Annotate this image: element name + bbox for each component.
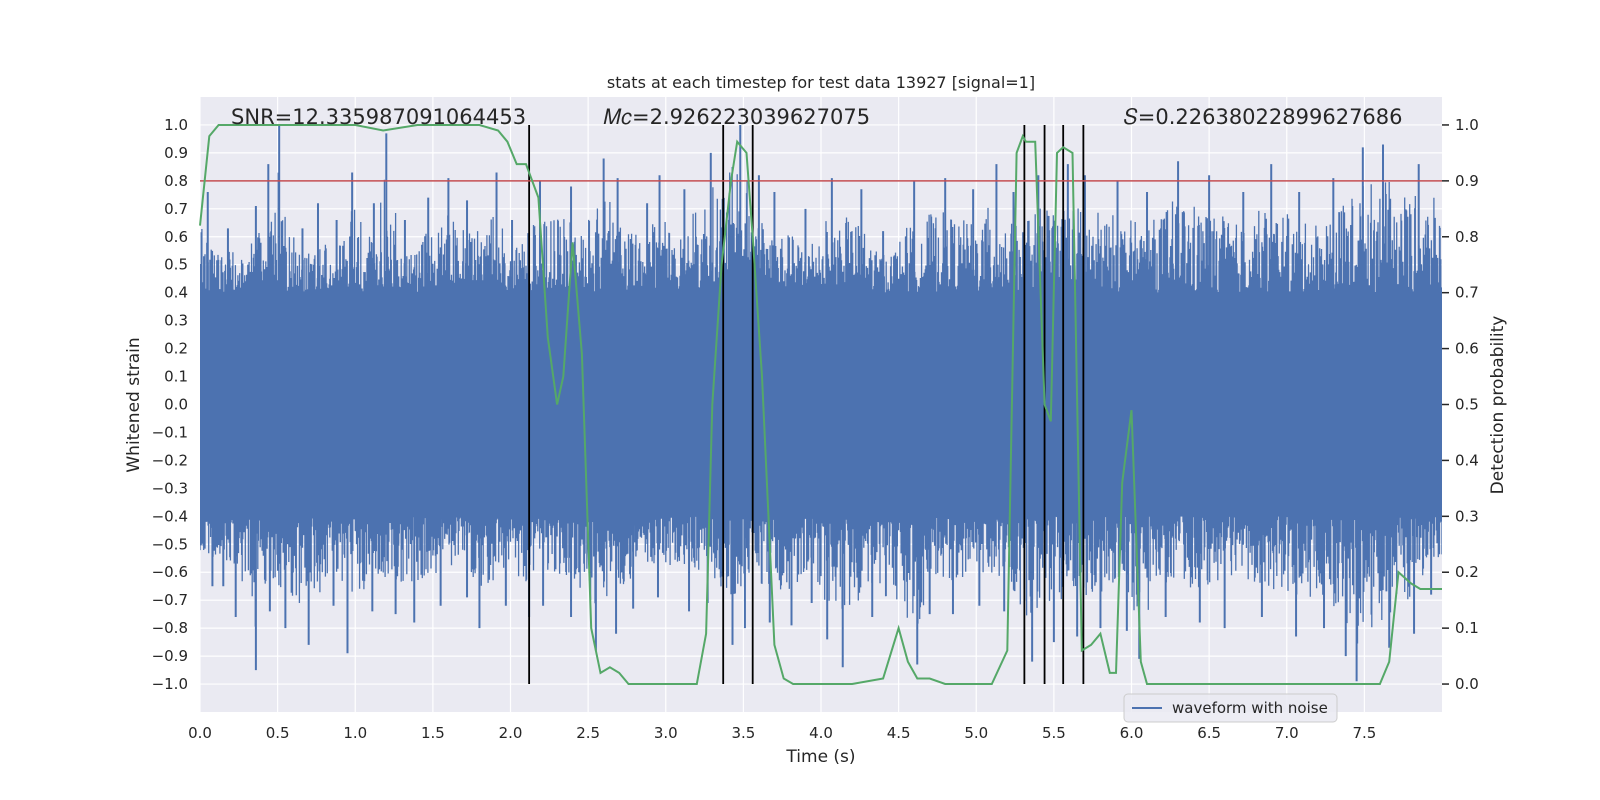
y-axis-ticks: 1.0 0.9 0.8 0.7 0.6 0.5 0.4 0.3 0.2 0.1 0.0 −0.1 −0.… [152,116,188,693]
y2-axis-ticks: 1.0 0.9 0.8 0.7 0.6 0.5 0.4 0.3 0.2 0.1 0.0 [1442,116,1479,693]
y-tick-label: −0.5 [152,535,188,553]
y2-tick-label: 0.4 [1455,451,1479,469]
vertical-markers [528,124,1085,685]
y-tick-label: 0.5 [164,256,188,274]
legend-label-waveform: waveform with noise [1172,699,1328,717]
y-axis-label: Whitened strain [124,337,144,472]
y2-tick-label: 0.3 [1455,507,1479,525]
y-tick-label: 0.1 [164,368,188,386]
x-tick-label: 7.0 [1275,724,1299,742]
x-tick-label: 5.5 [1042,724,1066,742]
y-tick-label: 0.7 [164,200,188,218]
y2-tick-label: 0.1 [1455,619,1479,637]
x-tick-label: 6.0 [1120,724,1144,742]
x-tick-label: 0.5 [266,724,290,742]
x-tick-label: 4.0 [809,724,833,742]
legend-box [1123,693,1338,723]
y2-tick-label: 0.9 [1455,172,1479,190]
x-axis-ticks: 0.0 0.5 1.0 1.5 2.0 2.5 3.0 3.5 4.0 4.5 5.0 5.5 6.0 6… [188,724,1376,742]
x-tick-label: 7.5 [1352,724,1376,742]
y2-axis-label: Detection probability [1488,316,1508,495]
x-tick-label: 3.0 [654,724,678,742]
y-tick-label: 0.3 [164,312,188,330]
y-tick-label: 0.9 [164,144,188,162]
y2-tick-label: 1.0 [1455,116,1479,134]
x-tick-label: 1.5 [421,724,445,742]
y2-tick-label: 0.8 [1455,228,1479,246]
y2-tick-label: 0.6 [1455,340,1479,358]
y-tick-label: −1.0 [152,675,188,693]
detection-probability-line [199,124,1442,685]
x-tick-label: 2.5 [576,724,600,742]
x-tick-label: 2.0 [499,724,523,742]
y-tick-label: −0.2 [152,451,188,469]
y-tick-label: 1.0 [164,116,188,134]
y-tick-label: −0.6 [152,563,188,581]
y-tick-label: −0.4 [152,507,188,525]
annotation-snr: SNR=12.335987091064453 [231,105,526,129]
y-tick-label: −0.3 [152,479,188,497]
y-tick-label: 0.0 [164,396,188,414]
x-tick-label: 1.0 [343,724,367,742]
y2-tick-label: 0.2 [1455,563,1479,581]
y-tick-label: −0.7 [152,591,188,609]
y-tick-label: 0.2 [164,340,188,358]
annotation-spin: 𝑆=0.22638022899627686 [1124,105,1403,129]
y-tick-label: 0.6 [164,228,188,246]
x-axis-label: Time (s) [785,747,855,767]
x-tick-label: 5.0 [964,724,988,742]
chart-title: stats at each timestep for test data 139… [607,73,1035,92]
x-tick-label: 4.5 [887,724,911,742]
annotations: SNR=12.335987091064453 𝑀𝑐=2.9262230396270… [231,105,1402,129]
y-tick-label: −0.9 [152,647,188,665]
y-tick-label: 0.8 [164,172,188,190]
y-tick-label: 0.4 [164,284,188,302]
waveform-series [200,124,1442,682]
annotation-chirp-mass: 𝑀𝑐=2.926223039627075 [604,105,870,129]
y2-tick-label: 0.0 [1455,675,1479,693]
legend: waveform with noise [1123,693,1338,723]
x-tick-label: 6.5 [1197,724,1221,742]
y-tick-label: −0.1 [152,423,188,441]
y-tick-label: −0.8 [152,619,188,637]
x-tick-label: 3.5 [731,724,755,742]
y2-tick-label: 0.5 [1455,396,1479,414]
x-tick-label: 0.0 [188,724,212,742]
y2-tick-label: 0.7 [1455,284,1479,302]
